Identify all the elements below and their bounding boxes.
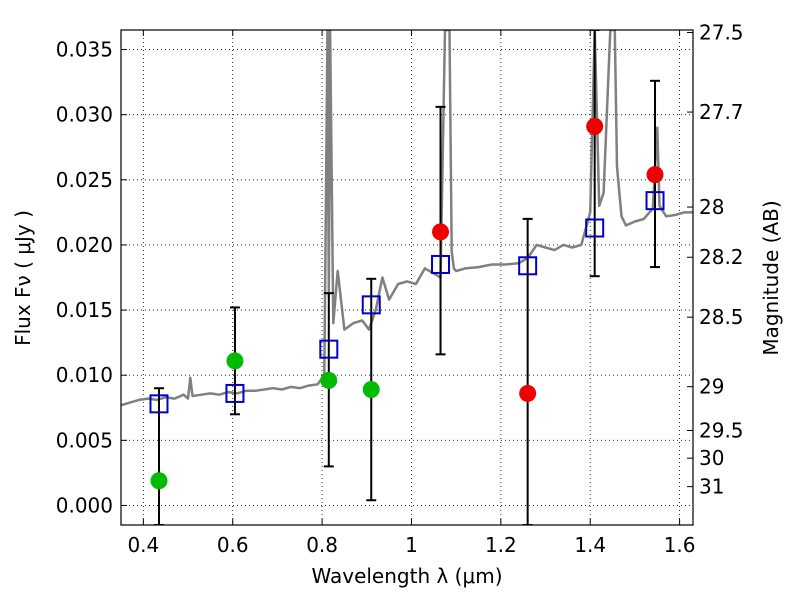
x-tick-label: 0.4: [127, 533, 159, 557]
magnitude-tick-label: 27.7: [699, 100, 744, 124]
x-axis: 0.4 0.6 0.8 1 1.2 1.4 1.6: [127, 30, 696, 557]
magnitude-tick-label: 28: [699, 195, 724, 219]
x-tick-label: 1.4: [574, 533, 606, 557]
x-axis-title: Wavelength λ (μm): [311, 564, 502, 588]
y-axis: 0.000 0.005 0.010 0.015 0.020 0.025 0.030 0.035: [56, 38, 127, 517]
x-tick-label: 1.2: [485, 533, 517, 557]
y-tick-label: 0.015: [56, 298, 113, 322]
x-tick-label: 1: [405, 533, 418, 557]
model-point: [225, 383, 245, 403]
magnitude-tick-label: 28.5: [699, 305, 744, 329]
plot-frame: [120, 29, 694, 526]
observed-point: [362, 381, 380, 399]
magnitude-tick-label: 31: [699, 475, 724, 499]
spectrum-line: [121, 30, 693, 407]
grid-lines: [121, 30, 693, 525]
model-point: [319, 339, 339, 359]
y-tick-label: 0.000: [56, 493, 113, 517]
model-point: [149, 394, 169, 414]
y-tick-label: 0.005: [56, 428, 113, 452]
observed-point: [646, 166, 664, 184]
observed-point: [432, 223, 450, 241]
y-tick-label: 0.035: [56, 38, 113, 62]
observed-points: [150, 117, 664, 490]
y-tick-label: 0.030: [56, 103, 113, 127]
observed-point: [150, 472, 168, 490]
model-point: [431, 254, 451, 274]
magnitude-tick-label: 29: [699, 375, 724, 399]
magnitude-axis-title: Magnitude (AB): [759, 200, 783, 355]
model-point: [361, 295, 381, 315]
x-tick-label: 0.8: [306, 533, 338, 557]
magnitude-tick-label: 27.5: [699, 21, 744, 45]
magnitude-tick-label: 28.2: [699, 245, 744, 269]
magnitude-axis: 27.5 27.7 28 28.2 28.5 29 29.5 30 31: [687, 21, 744, 499]
model-point: [585, 218, 605, 238]
observed-point: [226, 352, 244, 370]
observed-point: [320, 371, 338, 389]
x-tick-label: 0.6: [217, 533, 249, 557]
magnitude-tick-label: 29.5: [699, 419, 744, 443]
model-point: [645, 191, 665, 211]
observed-point: [586, 117, 604, 135]
magnitude-tick-label: 30: [699, 446, 724, 470]
observed-point: [519, 384, 537, 402]
x-tick-label: 1.6: [664, 533, 696, 557]
y-tick-label: 0.010: [56, 363, 113, 387]
model-point: [518, 256, 538, 276]
y-tick-label: 0.020: [56, 233, 113, 257]
y-axis-title: Flux Fν ( μJy ): [11, 210, 35, 346]
y-tick-label: 0.025: [56, 168, 113, 192]
model-points: [149, 191, 665, 414]
